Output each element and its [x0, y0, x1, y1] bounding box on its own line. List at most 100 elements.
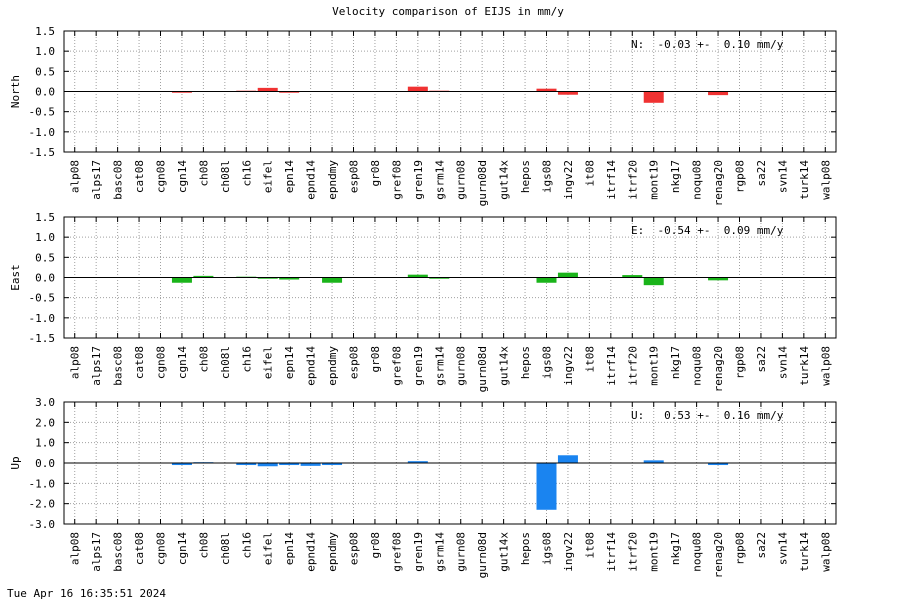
north-xtick-label-gr08: gr08: [369, 160, 382, 187]
up-xtick-label-cgn14: cgn14: [176, 532, 189, 565]
east-xtick-label-hepos: hepos: [519, 346, 532, 379]
east-bar-ingv22: [557, 272, 578, 278]
up-xtick-label-cgn08: cgn08: [155, 532, 168, 565]
chart-title: Velocity comparison of EIJS in mm/y: [332, 5, 564, 18]
east-bar-epn14: [279, 277, 300, 280]
east-bar-eifel: [257, 277, 278, 279]
east-xtick-label-alp08: alp08: [69, 346, 82, 379]
up-xtick-label-ch08l: ch08l: [219, 532, 232, 565]
east-bar-epndmy: [322, 277, 343, 283]
north-ytick-label: -1.5: [29, 146, 56, 159]
east-bar-gren19: [407, 274, 428, 278]
up-xtick-label-svn14: svn14: [776, 532, 789, 565]
north-xtick-label-itrf20: itrf20: [626, 160, 639, 200]
east-xtick-label-ch08: ch08: [197, 346, 210, 373]
east-xtick-label-walp08: walp08: [819, 346, 832, 386]
east-xtick-label-cgn08: cgn08: [155, 346, 168, 379]
east-xtick-label-esp08: esp08: [348, 346, 361, 379]
up-xtick-label-gut14x: gut14x: [498, 532, 511, 572]
east-xtick-label-nkg17: nkg17: [669, 346, 682, 379]
north-xtick-label-hepos: hepos: [519, 160, 532, 193]
up-xtick-label-ch16: ch16: [240, 532, 253, 559]
up-ytick-label: -1.0: [29, 477, 56, 490]
east-ytick-label: -1.0: [29, 312, 56, 325]
east-xtick-label-alps17: alps17: [90, 346, 103, 386]
north-xtick-label-mont19: mont19: [648, 160, 661, 200]
east-xtick-label-epndmy: epndmy: [326, 346, 339, 386]
up-xtick-label-walp08: walp08: [819, 532, 832, 572]
up-bar-ingv22: [557, 455, 578, 463]
up-bar-ch16: [236, 463, 257, 466]
east-bar-cgn14: [171, 277, 192, 283]
north-xtick-label-sa22: sa22: [755, 160, 768, 187]
up-bar-igs08: [536, 463, 557, 510]
north-xtick-label-esp08: esp08: [348, 160, 361, 193]
up-xtick-label-gr08: gr08: [369, 532, 382, 559]
north-xtick-label-turk14: turk14: [798, 160, 811, 200]
east-plot-frame: [63, 216, 837, 339]
up-ytick-label: 2.0: [35, 416, 55, 429]
north-ytick-label: -1.0: [29, 126, 56, 139]
east-bar-ch08: [193, 275, 214, 278]
east-bar-mont19: [643, 277, 664, 286]
up-axis-label: Up: [9, 456, 22, 469]
north-xtick-label-cgn08: cgn08: [155, 160, 168, 193]
east-xtick-label-rgp08: rgp08: [734, 346, 747, 379]
up-xtick-label-noqu08: noqu08: [691, 532, 704, 572]
east-xtick-label-mont19: mont19: [648, 346, 661, 386]
east-xtick-label-ch16: ch16: [240, 346, 253, 373]
north-bar-cgn14: [171, 91, 192, 93]
east-bar-gsrm14: [429, 277, 450, 279]
up-bar-renag20: [708, 463, 729, 466]
north-bar-eifel: [257, 87, 278, 92]
east-ytick-label: 1.5: [35, 211, 55, 224]
north-xtick-label-itrf14: itrf14: [605, 160, 618, 200]
east-xtick-label-gr08: gr08: [369, 346, 382, 373]
east-xtick-label-turk14: turk14: [798, 346, 811, 386]
up-xtick-label-gref08: gref08: [390, 532, 403, 572]
up-bar-epndmy: [322, 463, 343, 466]
north-xtick-label-gut14x: gut14x: [498, 160, 511, 200]
timestamp: Tue Apr 16 16:35:51 2024: [7, 587, 166, 600]
east-xtick-label-basc08: basc08: [112, 346, 125, 386]
east-bar-renag20: [708, 277, 729, 281]
east-axis-label: East: [9, 264, 22, 291]
east-xtick-label-cgn14: cgn14: [176, 346, 189, 379]
north-xtick-label-igs08: igs08: [541, 160, 554, 193]
up-xtick-label-basc08: basc08: [112, 532, 125, 572]
east-ytick-label: 0.0: [35, 272, 55, 285]
east-bar-itrf20: [622, 275, 643, 278]
up-xtick-label-gurn08d: gurn08d: [476, 532, 489, 578]
up-bar-cgn14: [171, 463, 192, 466]
east-ytick-label: 0.5: [35, 251, 55, 264]
north-xtick-label-gref08: gref08: [390, 160, 403, 200]
east-xtick-label-svn14: svn14: [776, 346, 789, 379]
up-xtick-label-epn14: epn14: [283, 532, 296, 565]
north-xtick-label-epn14: epn14: [283, 160, 296, 193]
up-xtick-label-it08: it08: [583, 532, 596, 559]
east-xtick-label-epn14: epn14: [283, 346, 296, 379]
east-xtick-label-noqu08: noqu08: [691, 346, 704, 386]
up-xtick-label-itrf20: itrf20: [626, 532, 639, 572]
east-xtick-label-gurn08d: gurn08d: [476, 346, 489, 392]
north-xtick-label-gren19: gren19: [412, 160, 425, 200]
east-xtick-label-gurn08: gurn08: [455, 346, 468, 386]
up-xtick-label-alps17: alps17: [90, 532, 103, 572]
north-bar-mont19: [643, 91, 664, 103]
north-bar-ingv22: [557, 91, 578, 95]
north-plot-frame: [63, 30, 837, 153]
north-xtick-label-rgp08: rgp08: [734, 160, 747, 193]
up-xtick-label-renag20: renag20: [712, 532, 725, 578]
north-xtick-label-cgn14: cgn14: [176, 160, 189, 193]
east-xtick-label-renag20: renag20: [712, 346, 725, 392]
up-xtick-label-alp08: alp08: [69, 532, 82, 565]
north-xtick-label-epndmy: epndmy: [326, 160, 339, 200]
up-ytick-label: 1.0: [35, 437, 55, 450]
north-ytick-label: 1.5: [35, 25, 55, 38]
north-xtick-label-gurn08d: gurn08d: [476, 160, 489, 206]
east-xtick-label-gsrm14: gsrm14: [433, 346, 446, 386]
up-bar-epnd14: [300, 463, 321, 466]
east-xtick-label-sa22: sa22: [755, 346, 768, 373]
up-xtick-label-gurn08: gurn08: [455, 532, 468, 572]
